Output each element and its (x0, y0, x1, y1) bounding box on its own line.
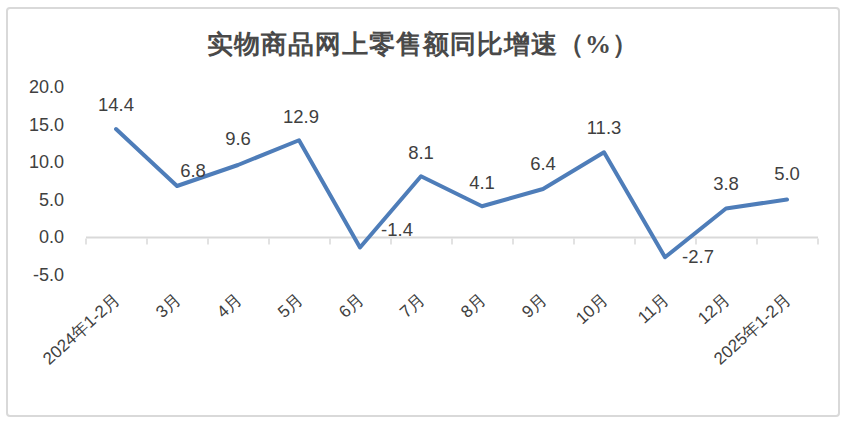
x-axis-category-label: 11月 (634, 290, 672, 327)
x-axis-category-label: 10月 (572, 290, 611, 328)
data-point-label: 3.8 (713, 173, 739, 194)
data-point-label: 11.3 (587, 117, 622, 138)
y-axis-tick-label: 5.0 (39, 190, 64, 210)
x-axis-category-label: 5月 (274, 290, 306, 322)
data-point-label: -1.4 (381, 219, 413, 240)
data-point-label: 5.0 (774, 163, 800, 184)
data-point-label: 9.6 (225, 128, 251, 149)
data-point-label: 12.9 (283, 106, 319, 127)
x-axis-category-label: 2024年1-2月 (39, 290, 123, 369)
x-axis-category-label: 6月 (335, 290, 367, 322)
x-axis-category-label: 3月 (152, 290, 184, 322)
x-axis-category-label: 7月 (396, 290, 428, 322)
data-point-label: 6.4 (530, 153, 556, 174)
data-point-label: 6.8 (180, 160, 206, 181)
data-point-label: 8.1 (408, 142, 434, 163)
line-chart-plot-area: 20.0 15.0 10.0 5.0 0.0 -5.0 2024年1-2月 3月 4月 5月 6月 7… (0, 0, 846, 424)
x-axis-category-label: 8月 (457, 290, 489, 322)
x-axis-category-label: 4月 (213, 290, 245, 322)
y-axis-tick-label: -5.0 (33, 265, 64, 285)
data-point-label: -2.7 (682, 246, 714, 267)
y-axis-tick-label: 10.0 (29, 152, 64, 172)
x-axis-category-label: 12月 (694, 290, 733, 328)
y-axis-tick-label: 15.0 (29, 115, 64, 135)
y-axis-tick-label: 0.0 (39, 227, 64, 247)
x-axis-category-label: 9月 (518, 290, 550, 322)
y-axis-tick-label: 20.0 (29, 77, 64, 97)
data-point-label: 14.4 (98, 94, 134, 115)
data-point-label: 4.1 (469, 172, 495, 193)
